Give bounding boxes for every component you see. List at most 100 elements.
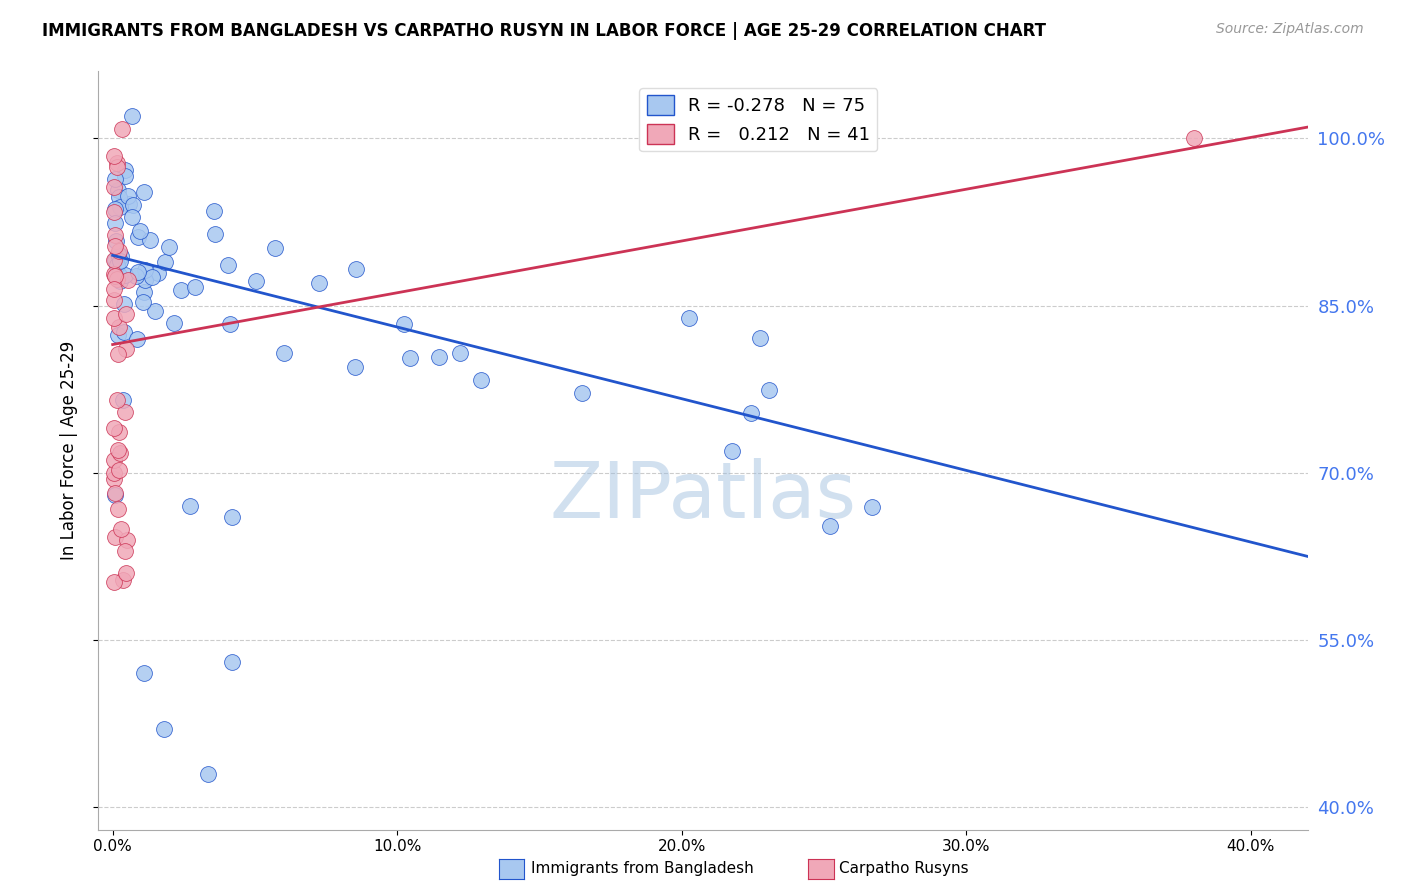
Point — [114, 544, 136, 558]
Point — [127, 265, 149, 279]
Point — [103, 267, 125, 281]
Point — [114, 307, 136, 321]
Point — [111, 121, 134, 136]
Point — [197, 767, 219, 781]
Point — [108, 268, 131, 283]
Text: IMMIGRANTS FROM BANGLADESH VS CARPATHO RUSYN IN LABOR FORCE | AGE 25-29 CORRELAT: IMMIGRANTS FROM BANGLADESH VS CARPATHO R… — [42, 22, 1046, 40]
Point — [153, 255, 176, 269]
Point — [204, 227, 226, 241]
Point — [449, 345, 471, 359]
Point — [114, 342, 136, 356]
Point — [108, 200, 131, 214]
Point — [107, 346, 129, 360]
Point — [104, 227, 127, 242]
Point — [103, 253, 125, 268]
Legend: R = -0.278   N = 75, R =   0.212   N = 41: R = -0.278 N = 75, R = 0.212 N = 41 — [640, 88, 877, 152]
Text: Source: ZipAtlas.com: Source: ZipAtlas.com — [1216, 22, 1364, 37]
Point — [107, 443, 129, 458]
Point — [114, 566, 136, 580]
Point — [134, 262, 156, 277]
Point — [107, 183, 129, 197]
Point — [217, 258, 239, 272]
Y-axis label: In Labor Force | Age 25-29: In Labor Force | Age 25-29 — [59, 341, 77, 560]
Point — [399, 351, 422, 365]
Point — [110, 275, 132, 289]
Point — [121, 109, 143, 123]
Point — [470, 373, 492, 387]
Point — [104, 488, 127, 502]
Point — [103, 466, 125, 480]
Point — [170, 283, 193, 297]
Point — [105, 272, 128, 286]
Point — [146, 266, 169, 280]
Point — [110, 522, 132, 536]
Point — [117, 188, 139, 202]
Point — [678, 311, 700, 326]
Point — [392, 317, 415, 331]
Point — [127, 332, 149, 346]
Point — [860, 500, 883, 515]
Point — [157, 239, 180, 253]
Point — [127, 230, 149, 244]
Point — [273, 346, 295, 360]
Point — [818, 518, 841, 533]
Point — [107, 244, 129, 258]
Point — [143, 303, 166, 318]
Point — [103, 472, 125, 486]
Point — [152, 723, 174, 737]
Point — [134, 273, 156, 287]
Point — [117, 533, 139, 548]
Point — [104, 253, 127, 268]
Point — [107, 247, 129, 261]
Point — [104, 485, 127, 500]
Point — [118, 197, 141, 211]
Point — [138, 233, 160, 247]
Point — [264, 241, 287, 255]
Point — [308, 277, 330, 291]
Text: ZIPatlas: ZIPatlas — [550, 458, 856, 534]
Point — [108, 190, 131, 204]
Point — [740, 406, 762, 420]
Point — [104, 215, 127, 229]
Point — [720, 443, 742, 458]
Point — [105, 160, 128, 174]
Point — [571, 385, 593, 400]
Point — [1182, 131, 1205, 145]
Text: Immigrants from Bangladesh: Immigrants from Bangladesh — [531, 862, 754, 876]
Point — [114, 325, 136, 339]
Point — [103, 149, 125, 163]
Point — [219, 318, 242, 332]
Point — [343, 359, 366, 374]
Point — [132, 294, 155, 309]
Point — [107, 502, 129, 516]
Point — [114, 405, 136, 419]
Point — [108, 320, 131, 334]
Point — [111, 573, 134, 587]
Point — [202, 204, 225, 219]
Text: Carpatho Rusyns: Carpatho Rusyns — [839, 862, 969, 876]
Point — [108, 425, 131, 439]
Point — [105, 258, 128, 272]
Point — [104, 172, 127, 186]
Point — [346, 261, 368, 276]
Point — [103, 311, 125, 326]
Point — [107, 328, 129, 343]
Point — [107, 463, 129, 477]
Point — [132, 285, 155, 300]
Point — [103, 574, 125, 589]
Point — [104, 530, 127, 544]
Point — [103, 293, 125, 308]
Point — [112, 297, 135, 311]
Point — [179, 500, 201, 514]
Point — [162, 316, 184, 330]
Point — [105, 156, 128, 170]
Point — [103, 205, 125, 219]
Point — [245, 274, 267, 288]
Point — [117, 273, 139, 287]
Point — [221, 510, 243, 524]
Point — [132, 185, 155, 199]
Point — [132, 666, 155, 681]
Point — [141, 270, 163, 285]
Point — [128, 224, 150, 238]
Point — [125, 269, 148, 284]
